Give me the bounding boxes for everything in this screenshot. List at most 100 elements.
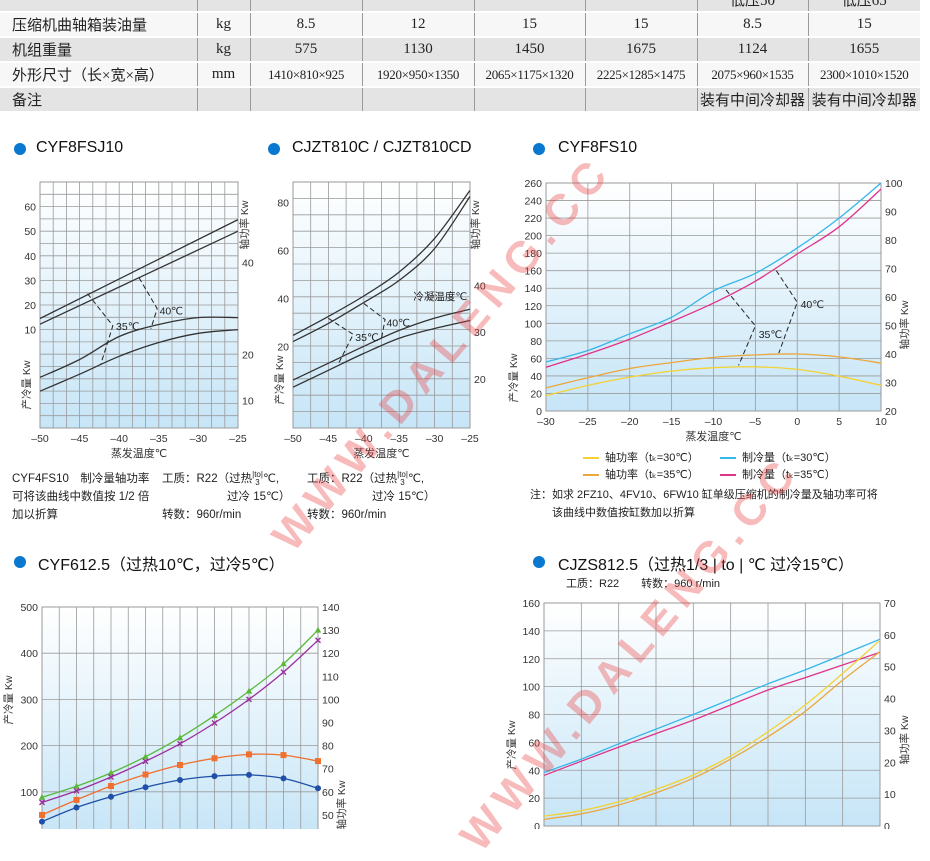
row-unit [196,87,250,113]
y-tick-label: 80 [277,197,289,209]
cell: 1450 [473,37,585,63]
x-axis-label: 蒸发温度℃ [685,429,741,443]
chart-note: 注：如求 2FZ10、4FV10、6FW10 缸单级压缩机的制冷量及轴功率可将 … [530,489,878,519]
series-group [546,183,881,397]
table-row: 机组重量 kg 575 1130 1450 1675 1124 1655 [0,37,920,63]
data-point [280,660,287,667]
x-tick-label: –25 [229,433,247,445]
y-tick-label: 0 [536,406,542,418]
table-row: 外形尺寸（长×宽×高） mm 1410×810×925 1920×950×1350 2… [0,62,920,88]
y-right-tick-label: 60 [885,292,897,304]
series-line [546,366,881,397]
bullet-icon [533,556,545,568]
cell: 15 [807,12,920,38]
cell: 2065×1175×1320 [473,62,585,88]
x-tick-label: –40 [355,433,373,445]
row-unit: mm [196,62,250,88]
series-line [546,353,881,389]
data-point [177,777,183,783]
y-right-tick-label: 90 [322,718,334,730]
data-point [73,804,80,811]
series-line [293,190,470,336]
data-point [315,637,321,644]
y-tick-label: 260 [524,178,542,190]
legend-item: 制冷量（tₖ=30℃） [720,449,836,465]
x-tick-label: –30 [426,433,444,445]
y-right-tick-label: 80 [885,235,897,247]
data-point [246,696,252,703]
y-tick-label: 160 [524,266,542,278]
series-line [293,196,470,343]
data-point [73,796,80,803]
cell: 低压65 [807,0,920,13]
y-right-tick-label: 40 [242,257,254,269]
series-line [293,319,470,388]
annotation-label: 40℃ [160,305,183,317]
chart-subtitle: 工质：R22 转数：960 r/min [566,578,721,590]
cell: 2300×1010×1520 [807,62,920,88]
data-point [211,720,218,726]
y-tick-label: 40 [277,293,289,305]
annotation-leader-line [725,289,756,366]
y-tick-label: 20 [277,341,289,353]
cell: 2225×1285×1475 [584,62,697,88]
y-right-tick-label: 120 [322,648,340,660]
annotation-label: 冷凝温度℃ [413,290,467,303]
y-tick-label: 20 [530,388,542,400]
y-right-tick-label: 100 [322,694,340,706]
data-point [108,783,114,789]
annotation-label: 40℃ [801,299,824,311]
y-right-tick-label: 20 [474,374,486,386]
data-point [107,769,115,776]
y-tick-label: 200 [20,741,38,753]
y-right-tick-label: 0 [884,821,890,829]
series-line [40,219,238,320]
row-label: 机组重量 [0,37,197,63]
y-tick-label: 140 [522,626,540,638]
data-point [73,782,80,789]
cell [361,87,474,113]
annotation-leader-line [138,277,158,329]
y-right-tick-label: 40 [884,694,896,706]
bullet-icon [533,143,545,155]
cell [473,87,585,113]
series-line [293,308,470,381]
y-right-tick-label: 110 [322,671,339,683]
legend-swatch [720,474,736,477]
caption-conditions: 工质：R22（过热|to| 3 ℃, 过冷 15℃） 转数：960r/min [162,469,291,521]
legend-swatch [583,457,599,460]
legend-swatch [720,457,736,460]
row-label: 备注 [0,87,197,113]
cell: 8.5 [249,12,362,38]
y-tick-label: 100 [522,682,540,694]
cell: 装有中间冷却器 [807,87,920,113]
legend-item: 轴功率（tₖ=30℃） [583,449,699,465]
data-point [108,793,114,800]
y-tick-label: 20 [528,793,540,805]
annotation-label: 35℃ [116,321,139,333]
data-point [246,771,252,778]
data-point [39,811,45,818]
chart-title: CYF612.5（过热10℃，过冷5℃） [38,557,285,574]
data-point [142,753,149,760]
y-right-tick-label: 20 [884,757,896,769]
y-tick-label: 10 [24,325,36,337]
y-tick-label: 60 [528,737,540,749]
data-point [177,762,183,768]
y-tick-label: 500 [20,602,38,614]
y-tick-label: 200 [524,231,542,243]
x-tick-label: –30 [190,433,208,445]
y-tick-label: 80 [528,710,540,722]
y-right-tick-label: 30 [884,725,896,737]
table-row: 压缩机曲轴箱装油量 kg 8.5 12 15 15 8.5 15 [0,12,920,38]
data-point [314,626,322,633]
cell: 1124 [696,37,808,63]
y-axis-label: 产冷量 Kw [505,720,518,769]
y-right-tick-label: 20 [242,349,254,361]
y-tick-label: 60 [530,353,542,365]
annotation-label: 35℃ [355,332,378,344]
x-tick-label: –25 [579,416,597,428]
data-point [315,785,321,792]
y-tick-label: 120 [524,301,542,313]
series-line [544,638,880,774]
